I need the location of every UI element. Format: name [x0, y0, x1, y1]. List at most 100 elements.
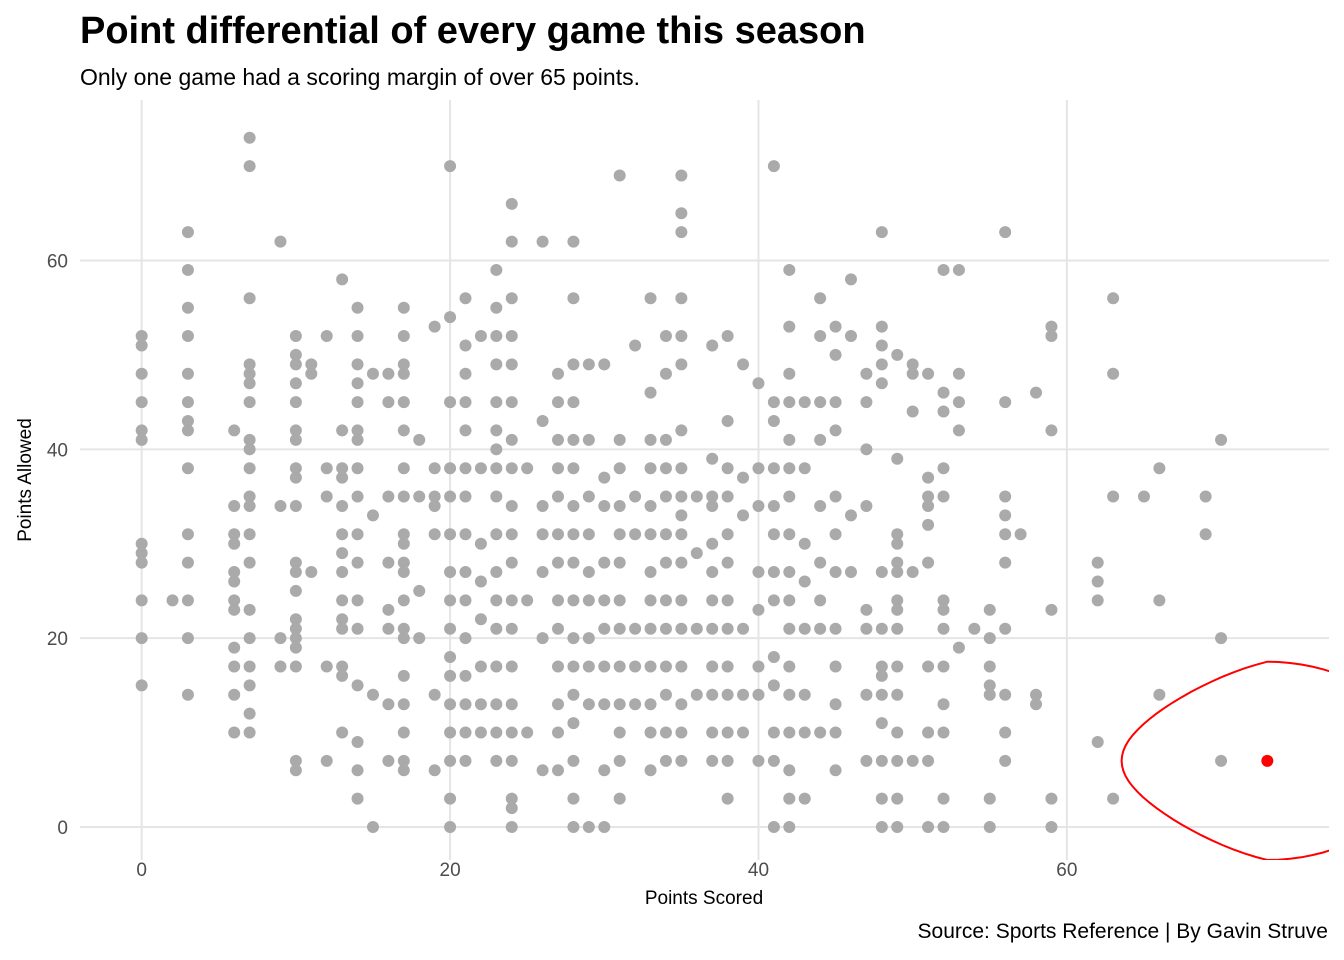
- data-point: [567, 500, 579, 512]
- data-point: [752, 689, 764, 701]
- data-point: [799, 396, 811, 408]
- data-point: [305, 368, 317, 380]
- data-point: [136, 679, 148, 691]
- data-point: [752, 377, 764, 389]
- data-point: [398, 594, 410, 606]
- data-point: [336, 670, 348, 682]
- data-point: [537, 500, 549, 512]
- data-point: [459, 368, 471, 380]
- data-point: [752, 755, 764, 767]
- data-point: [444, 623, 456, 635]
- data-point: [953, 424, 965, 436]
- data-point: [475, 727, 487, 739]
- data-point: [706, 689, 718, 701]
- data-point: [321, 330, 333, 342]
- data-point: [938, 491, 950, 503]
- data-point: [552, 660, 564, 672]
- data-point: [752, 462, 764, 474]
- data-point: [459, 727, 471, 739]
- data-point: [922, 368, 934, 380]
- data-point: [167, 594, 179, 606]
- data-point: [552, 727, 564, 739]
- data-point: [490, 396, 502, 408]
- data-point: [768, 500, 780, 512]
- data-point: [675, 755, 687, 767]
- data-point: [336, 727, 348, 739]
- data-point: [675, 557, 687, 569]
- data-point: [768, 160, 780, 172]
- data-point: [938, 387, 950, 399]
- data-point: [490, 330, 502, 342]
- data-point: [583, 566, 595, 578]
- data-point: [614, 170, 626, 182]
- data-point: [953, 396, 965, 408]
- data-point: [336, 623, 348, 635]
- data-point: [938, 264, 950, 276]
- data-point: [244, 528, 256, 540]
- data-point: [228, 538, 240, 550]
- data-point: [783, 793, 795, 805]
- data-point: [244, 604, 256, 616]
- data-point: [444, 755, 456, 767]
- data-point: [367, 821, 379, 833]
- data-point: [675, 727, 687, 739]
- data-point: [675, 424, 687, 436]
- data-point: [876, 793, 888, 805]
- data-point: [352, 491, 364, 503]
- data-point: [136, 368, 148, 380]
- data-point: [490, 755, 502, 767]
- data-point: [830, 528, 842, 540]
- data-point: [398, 670, 410, 682]
- data-point: [722, 491, 734, 503]
- data-point: [475, 330, 487, 342]
- data-point: [1045, 424, 1057, 436]
- data-point: [999, 557, 1011, 569]
- data-point: [984, 821, 996, 833]
- data-point: [675, 698, 687, 710]
- data-point: [136, 557, 148, 569]
- data-point: [876, 670, 888, 682]
- data-point: [444, 491, 456, 503]
- data-point: [629, 528, 641, 540]
- data-point: [645, 594, 657, 606]
- data-point: [1045, 330, 1057, 342]
- data-point: [660, 557, 672, 569]
- data-points: [136, 132, 1227, 833]
- data-point: [459, 462, 471, 474]
- data-point: [783, 368, 795, 380]
- data-point: [228, 604, 240, 616]
- data-point: [398, 491, 410, 503]
- data-point: [768, 821, 780, 833]
- data-point: [1015, 528, 1027, 540]
- data-point: [645, 623, 657, 635]
- data-point: [567, 632, 579, 644]
- data-point: [938, 406, 950, 418]
- data-point: [907, 755, 919, 767]
- data-point: [136, 339, 148, 351]
- data-point: [768, 528, 780, 540]
- data-point: [336, 500, 348, 512]
- data-point: [321, 462, 333, 474]
- data-point: [984, 632, 996, 644]
- data-point: [567, 396, 579, 408]
- data-point: [845, 566, 857, 578]
- data-point: [1200, 491, 1212, 503]
- data-point: [567, 821, 579, 833]
- data-point: [475, 660, 487, 672]
- data-point: [228, 660, 240, 672]
- data-point: [475, 538, 487, 550]
- data-point: [984, 793, 996, 805]
- data-point: [706, 727, 718, 739]
- data-point: [552, 594, 564, 606]
- data-point: [228, 500, 240, 512]
- data-point: [567, 292, 579, 304]
- data-point: [799, 623, 811, 635]
- data-point: [768, 415, 780, 427]
- data-point: [352, 623, 364, 635]
- data-point: [799, 689, 811, 701]
- data-point: [629, 491, 641, 503]
- data-point: [722, 727, 734, 739]
- data-point: [321, 660, 333, 672]
- data-point: [537, 632, 549, 644]
- data-point: [876, 689, 888, 701]
